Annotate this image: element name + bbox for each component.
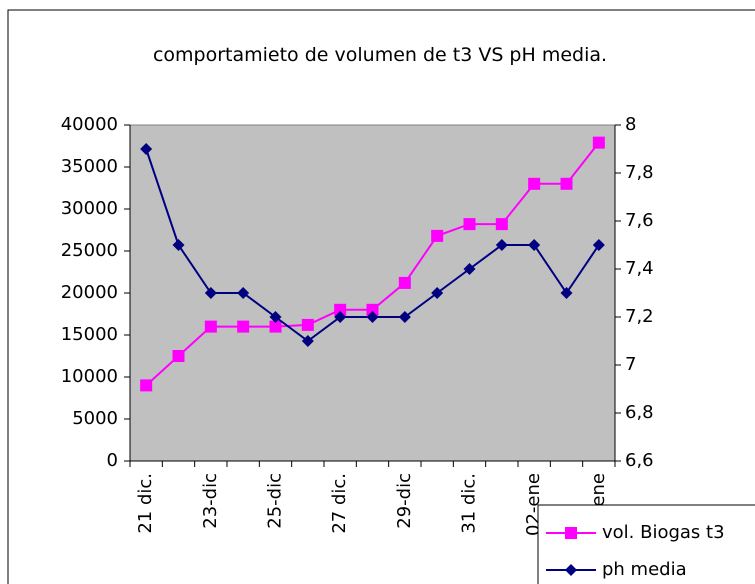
- marker: [269, 320, 282, 333]
- x-tick-label: 25-dic: [265, 473, 286, 529]
- marker: [431, 287, 444, 299]
- y-tick-label: 25000: [61, 240, 118, 261]
- marker: [560, 287, 573, 299]
- marker: [366, 311, 379, 323]
- y2-tick-label: 7,2: [625, 306, 654, 327]
- marker: [592, 136, 605, 149]
- y-tick-label: 15000: [61, 324, 118, 345]
- marker: [334, 311, 347, 323]
- marker: [565, 564, 577, 576]
- x-tick-label: 21 dic.: [135, 473, 156, 534]
- marker: [528, 239, 541, 251]
- marker: [140, 379, 153, 392]
- y-tick-label: 10000: [61, 366, 118, 387]
- marker: [431, 229, 444, 242]
- x-tick-label: 23-dic: [200, 473, 221, 529]
- x-tick-label: 27 dic.: [329, 473, 350, 534]
- legend: vol. Biogas t3 ph media: [537, 504, 755, 584]
- marker: [237, 320, 250, 333]
- y2-tick-label: 6,8: [625, 402, 654, 423]
- marker: [334, 303, 347, 316]
- y-tick-label: 30000: [61, 198, 118, 219]
- marker: [565, 527, 577, 539]
- y2-tick-label: 6,6: [625, 450, 654, 471]
- marker: [463, 218, 476, 231]
- y2-tick-label: 7: [625, 354, 636, 375]
- marker: [301, 335, 314, 347]
- x-tick-label: 31 dic.: [459, 473, 480, 534]
- x-tick-label: 29-dic: [394, 473, 415, 529]
- marker: [140, 143, 153, 155]
- y-tick-label: 40000: [61, 114, 118, 135]
- marker: [172, 239, 185, 251]
- y2-tick-label: 7,4: [625, 258, 654, 279]
- marker: [592, 239, 605, 251]
- marker: [398, 311, 411, 323]
- marker: [204, 320, 217, 333]
- y-tick-label: 5000: [72, 408, 118, 429]
- marker: [366, 303, 379, 316]
- marker: [495, 239, 508, 251]
- chart-border: [7, 9, 755, 584]
- marker: [398, 276, 411, 289]
- y2-tick-label: 8: [625, 114, 636, 135]
- chart-title: comportamieto de volumen de t3 VS pH med…: [152, 44, 608, 66]
- marker: [237, 287, 250, 299]
- marker: [204, 287, 217, 299]
- y2-tick-label: 7,8: [625, 162, 654, 183]
- y-tick-label: 35000: [61, 156, 118, 177]
- marker: [560, 177, 573, 190]
- marker: [301, 318, 314, 331]
- marker: [495, 218, 508, 231]
- legend-label: ph media: [602, 559, 687, 580]
- legend-label: vol. Biogas t3: [602, 522, 725, 543]
- marker: [463, 263, 476, 275]
- y-tick-label: 0: [107, 450, 118, 471]
- plot-area: [129, 124, 616, 462]
- marker: [528, 177, 541, 190]
- marker: [172, 350, 185, 362]
- y2-tick-label: 7,6: [625, 210, 654, 231]
- marker: [269, 311, 282, 323]
- y-tick-label: 20000: [61, 282, 118, 303]
